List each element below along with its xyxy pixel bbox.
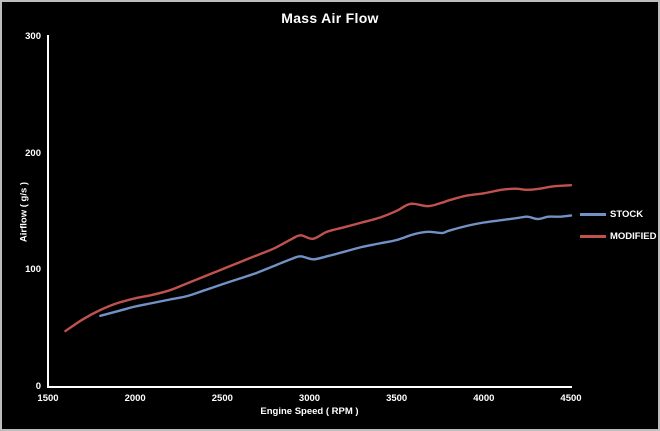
x-tick-1500: 1500 <box>37 393 59 404</box>
legend-line-swatch-modified <box>580 235 606 238</box>
y-tick-0: 0 <box>35 381 41 392</box>
y-tick-100: 100 <box>25 264 41 276</box>
legend-line-swatch-stock <box>580 213 606 216</box>
y-axis-title: Airflow ( g/s ) <box>18 181 30 243</box>
x-tick-2500: 2500 <box>211 393 233 404</box>
legend: STOCK MODIFIED <box>580 209 658 253</box>
y-tick-200: 200 <box>25 147 41 159</box>
x-tick-3500: 3500 <box>386 393 408 404</box>
x-tick-2000: 2000 <box>124 393 146 404</box>
x-tick-4500: 4500 <box>560 393 582 404</box>
x-axis-title: Engine Speed ( RPM ) <box>260 406 359 417</box>
x-tick-3000: 3000 <box>298 393 321 404</box>
x-tick-4000: 4000 <box>473 393 495 404</box>
series-line-modified <box>64 184 573 333</box>
y-tick-300: 300 <box>25 31 41 42</box>
legend-label-stock: STOCK <box>610 209 644 220</box>
series-line-stock <box>99 214 573 318</box>
chart-title: Mass Air Flow <box>281 10 379 26</box>
legend-item-stock: STOCK <box>580 209 658 220</box>
axis-lines <box>47 35 572 388</box>
legend-item-modified: MODIFIED <box>580 231 658 242</box>
legend-label-modified: MODIFIED <box>610 231 657 242</box>
